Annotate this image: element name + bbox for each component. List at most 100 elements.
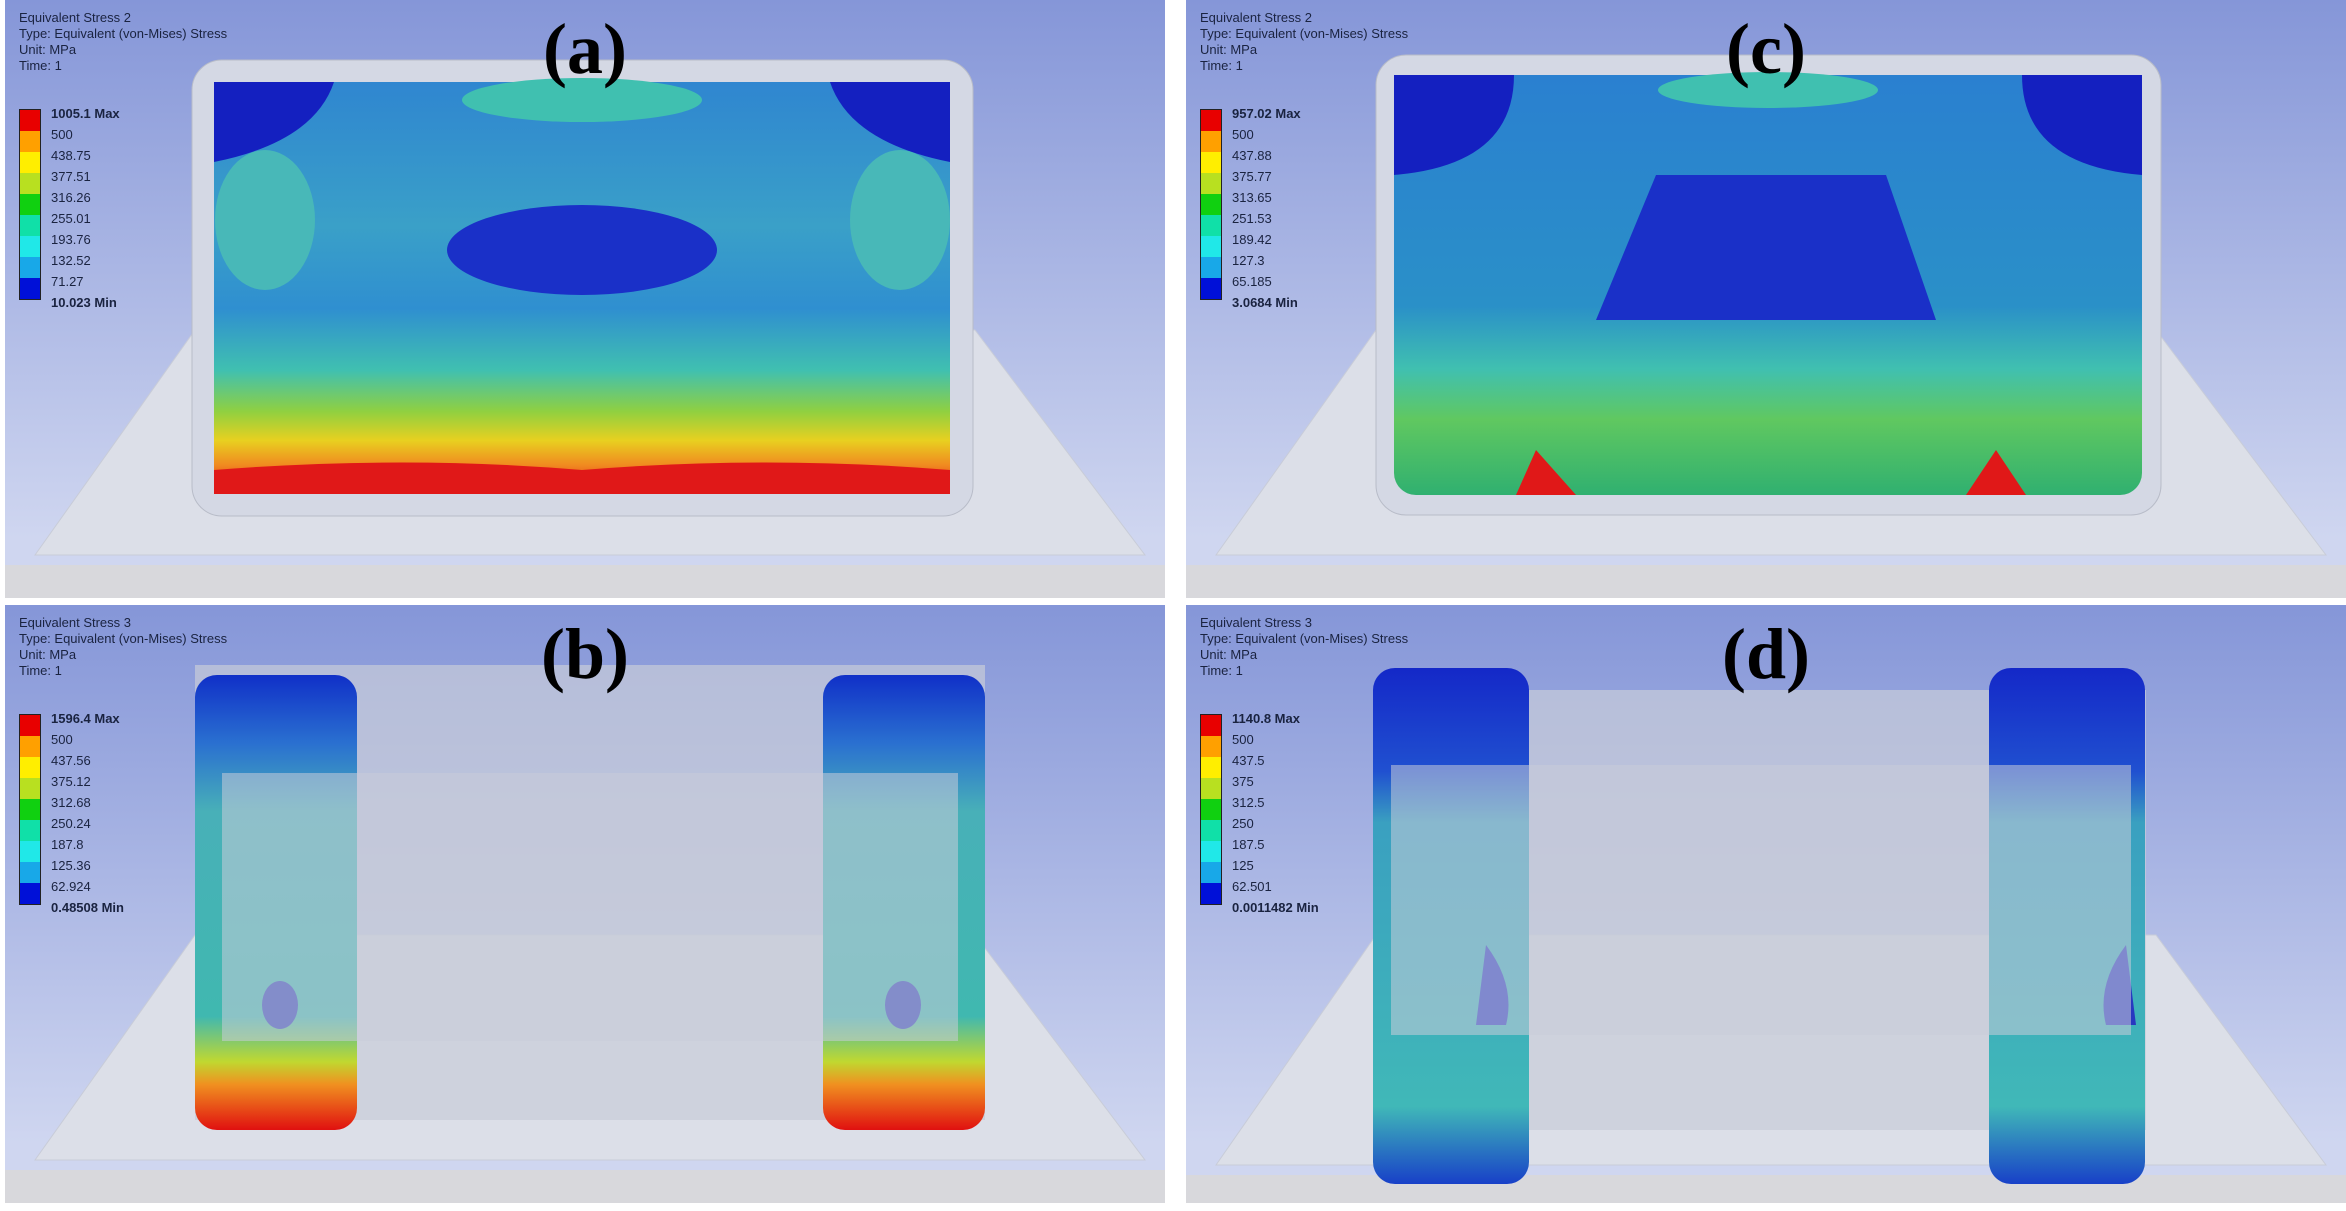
legend-tick: 500 (1232, 732, 1254, 747)
panel-d: (d) Equivalent Stress 3 Type: Equivalent (… (1186, 605, 2346, 1203)
legend-band (20, 778, 40, 799)
plate (1391, 765, 2131, 1035)
legend-tick: 187.5 (1232, 837, 1265, 852)
legend-band (1201, 236, 1221, 257)
legend-band (20, 173, 40, 194)
legend-band (1201, 862, 1221, 883)
legend-tick: 250.24 (51, 816, 91, 831)
legend-band (20, 799, 40, 820)
info-line: Type: Equivalent (von-Mises) Stress (1200, 631, 1409, 646)
plate-contour (1394, 72, 2142, 495)
info-line: Equivalent Stress 2 (19, 10, 132, 25)
legend-tick: 500 (51, 732, 73, 747)
legend-tick: 125 (1232, 858, 1254, 873)
info-line: Type: Equivalent (von-Mises) Stress (1200, 26, 1409, 41)
legend-tick: 125.36 (51, 858, 91, 873)
legend-band (1201, 278, 1221, 299)
legend-band (20, 841, 40, 862)
legend-color-bar (19, 714, 41, 905)
legend-tick: 438.75 (51, 148, 91, 163)
legend-band (1201, 131, 1221, 152)
legend-tick: 437.88 (1232, 148, 1272, 163)
legend-band (20, 131, 40, 152)
legend-band (1201, 715, 1221, 736)
legend-band (20, 257, 40, 278)
legend-tick: 312.5 (1232, 795, 1265, 810)
legend-band (20, 715, 40, 736)
legend-tick: 437.5 (1232, 753, 1265, 768)
legend-tick: 71.27 (51, 274, 84, 289)
legend-max: 1140.8 Max (1232, 711, 1300, 726)
legend-band (20, 194, 40, 215)
legend-band (1201, 194, 1221, 215)
legend-max: 1005.1 Max (51, 106, 120, 121)
legend-tick: 377.51 (51, 169, 91, 184)
legend-band (1201, 736, 1221, 757)
legend-band (1201, 757, 1221, 778)
legend-band (1201, 841, 1221, 862)
panel-c: (c) Equivalent Stress 2 Type: Equivalent (… (1186, 0, 2346, 598)
legend-tick: 500 (51, 127, 73, 142)
legend-band (20, 820, 40, 841)
legend-band (1201, 173, 1221, 194)
legend-tick: 500 (1232, 127, 1254, 142)
result-info: Equivalent Stress 2 Type: Equivalent (von… (19, 10, 227, 74)
panel-label: (d) (1722, 614, 1810, 694)
legend-tick: 62.501 (1232, 879, 1272, 894)
info-line: Time: 1 (19, 663, 62, 678)
legend-band (1201, 215, 1221, 236)
stress-plot-b (5, 605, 1165, 1203)
info-line: Time: 1 (19, 58, 62, 73)
legend-tick: 251.53 (1232, 211, 1272, 226)
legend-band (20, 215, 40, 236)
info-line: Unit: MPa (19, 647, 77, 662)
legend-max: 1596.4 Max (51, 711, 120, 726)
floor (5, 565, 1165, 598)
legend-tick: 193.76 (51, 232, 91, 247)
legend-band (20, 236, 40, 257)
legend-tick: 187.8 (51, 837, 84, 852)
legend-band (20, 736, 40, 757)
legend-tick: 312.68 (51, 795, 91, 810)
panel-b: (b) Equivalent Stress 3 Type: Equivalent (… (5, 605, 1165, 1203)
info-line: Equivalent Stress 2 (1200, 10, 1313, 25)
legend-tick: 316.26 (51, 190, 91, 205)
info-line: Unit: MPa (1200, 42, 1258, 57)
legend-band (1201, 110, 1221, 131)
legend-band (1201, 778, 1221, 799)
legend-min: 0.0011482 Min (1232, 900, 1319, 915)
legend-max: 957.02 Max (1232, 106, 1301, 121)
plate (222, 773, 958, 1041)
legend-band (1201, 799, 1221, 820)
legend-color-bar (1200, 109, 1222, 300)
info-line: Unit: MPa (1200, 647, 1258, 662)
panel-label: (a) (543, 9, 627, 89)
legend-band (20, 862, 40, 883)
panel-label: (b) (541, 614, 629, 694)
legend-color-bar (19, 109, 41, 300)
legend-band (1201, 820, 1221, 841)
legend-band (20, 883, 40, 904)
legend-band (20, 278, 40, 299)
legend-min: 3.0684 Min (1232, 295, 1298, 310)
legend-band (20, 110, 40, 131)
panel-label: (c) (1726, 9, 1806, 89)
result-info: Equivalent Stress 3 Type: Equivalent (von… (19, 615, 227, 679)
info-line: Equivalent Stress 3 (19, 615, 132, 630)
info-line: Type: Equivalent (von-Mises) Stress (19, 26, 228, 41)
info-line: Equivalent Stress 3 (1200, 615, 1313, 630)
legend-tick: 313.65 (1232, 190, 1272, 205)
legend-band (1201, 883, 1221, 904)
legend-band (1201, 257, 1221, 278)
legend-tick: 375 (1232, 774, 1254, 789)
info-line: Unit: MPa (19, 42, 77, 57)
legend-tick: 189.42 (1232, 232, 1272, 247)
result-info: Equivalent Stress 2 Type: Equivalent (von… (1200, 10, 1408, 74)
legend-band (20, 152, 40, 173)
stress-plot-d (1186, 605, 2346, 1203)
stress-plot-c (1186, 0, 2346, 598)
legend-tick: 132.52 (51, 253, 91, 268)
plate-contour (214, 78, 950, 494)
info-line: Time: 1 (1200, 663, 1243, 678)
panel-a: (a) Equivalent Stress 2 Type: Equivalent (… (5, 0, 1165, 598)
